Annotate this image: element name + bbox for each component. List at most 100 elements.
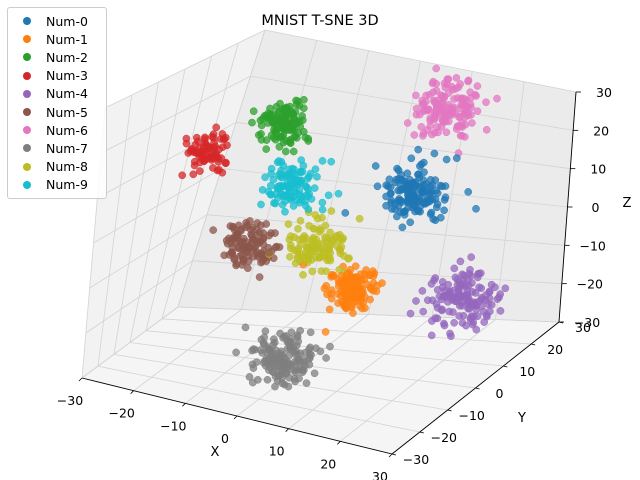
point-num-4: [501, 284, 510, 293]
legend-marker: [23, 108, 31, 117]
point-num-1: [340, 288, 348, 296]
y-axis-label: Y: [517, 411, 526, 426]
point-num-8: [328, 236, 337, 245]
x-tick-mark: [78, 377, 83, 382]
point-num-1: [349, 309, 357, 317]
point-num-7: [285, 360, 294, 369]
x-tick-mark: [182, 403, 186, 407]
grid-line: [161, 318, 532, 345]
point-num-6: [452, 109, 460, 118]
point-num-5: [265, 249, 273, 257]
point-num-3: [212, 123, 221, 132]
point-num-2: [249, 107, 258, 116]
point-num-7: [271, 372, 280, 381]
x-tick-label: 10: [269, 444, 285, 459]
point-num-0: [436, 213, 445, 222]
point-num-7: [322, 354, 330, 362]
legend-marker: [23, 17, 31, 26]
point-num-7: [302, 379, 311, 387]
point-num-4: [452, 297, 461, 306]
point-num-4: [450, 318, 458, 327]
y-tick-mark: [419, 431, 424, 434]
point-num-0: [384, 182, 392, 191]
y-tick-label: −10: [459, 408, 485, 423]
point-num-4: [491, 283, 499, 292]
point-num-0: [472, 204, 480, 213]
point-num-2: [281, 147, 290, 156]
point-num-9: [269, 175, 278, 184]
legend-label: Num-5: [46, 104, 88, 120]
point-num-6: [457, 95, 466, 103]
legend-marker: [23, 71, 31, 80]
point-num-9: [324, 191, 333, 200]
y-tick-mark: [475, 387, 480, 390]
point-num-2: [299, 104, 308, 113]
point-num-0: [392, 175, 401, 184]
point-num-7: [232, 348, 240, 357]
point-num-7: [277, 347, 286, 356]
point-num-0: [419, 181, 428, 189]
point-num-6: [461, 120, 470, 129]
point-num-5: [239, 234, 248, 243]
point-num-6: [432, 79, 441, 88]
point-num-6: [456, 80, 465, 88]
point-num-9: [289, 202, 298, 210]
point-num-6: [473, 107, 482, 115]
point-num-7: [280, 332, 289, 341]
point-num-7: [241, 323, 250, 332]
point-num-9: [277, 166, 285, 175]
point-num-9: [270, 199, 278, 207]
point-num-8: [294, 224, 302, 233]
grid-line: [100, 75, 251, 154]
point-num-9: [313, 172, 321, 181]
legend-item-num-2: Num-2: [14, 48, 100, 66]
point-num-8: [305, 221, 313, 230]
point-num-2: [292, 100, 301, 109]
point-num-4: [496, 307, 505, 315]
point-num-0: [406, 218, 415, 227]
z-axis-label: Z: [623, 196, 632, 211]
grid-line: [264, 29, 577, 93]
point-num-4: [458, 301, 466, 310]
point-num-4: [480, 318, 489, 326]
z-tick-label: 10: [590, 162, 606, 177]
point-num-8: [308, 242, 317, 251]
point-num-9: [291, 187, 300, 196]
point-num-3: [196, 167, 204, 175]
point-num-2: [296, 122, 305, 131]
point-num-9: [278, 200, 287, 209]
point-num-1: [322, 281, 331, 290]
point-num-5: [227, 248, 236, 257]
point-num-2: [275, 142, 284, 151]
point-num-5: [247, 231, 256, 240]
point-num-4: [418, 287, 427, 295]
point-num-4: [467, 253, 476, 261]
point-num-3: [201, 154, 210, 163]
point-num-8: [286, 252, 294, 261]
point-num-4: [450, 264, 459, 273]
point-num-1: [329, 272, 338, 280]
x-tick-mark: [388, 453, 393, 458]
axis-ticks: −30−20−100102030−30−20−100102030−30−20−1…: [57, 85, 612, 480]
chart-title: MNIST T-SNE 3D: [261, 13, 379, 29]
point-num-8: [299, 271, 307, 279]
point-num-4: [456, 257, 465, 266]
point-num-8: [308, 267, 317, 276]
point-num-0: [464, 188, 473, 196]
point-num-6: [456, 131, 465, 140]
point-num-2: [286, 121, 295, 130]
point-num-9: [261, 173, 269, 182]
x-tick-mark: [233, 415, 238, 420]
point-num-7: [291, 377, 299, 386]
point-num-9: [267, 164, 276, 173]
point-num-1: [325, 305, 334, 314]
point-num-0: [396, 186, 405, 195]
point-num-1: [341, 303, 350, 312]
point-num-1: [366, 295, 374, 304]
point-num-7: [256, 346, 265, 354]
point-num-8: [311, 211, 320, 219]
point-num-2: [272, 129, 281, 137]
point-num-6: [493, 94, 501, 103]
point-num-0: [407, 154, 416, 163]
point-num-7: [263, 375, 272, 384]
